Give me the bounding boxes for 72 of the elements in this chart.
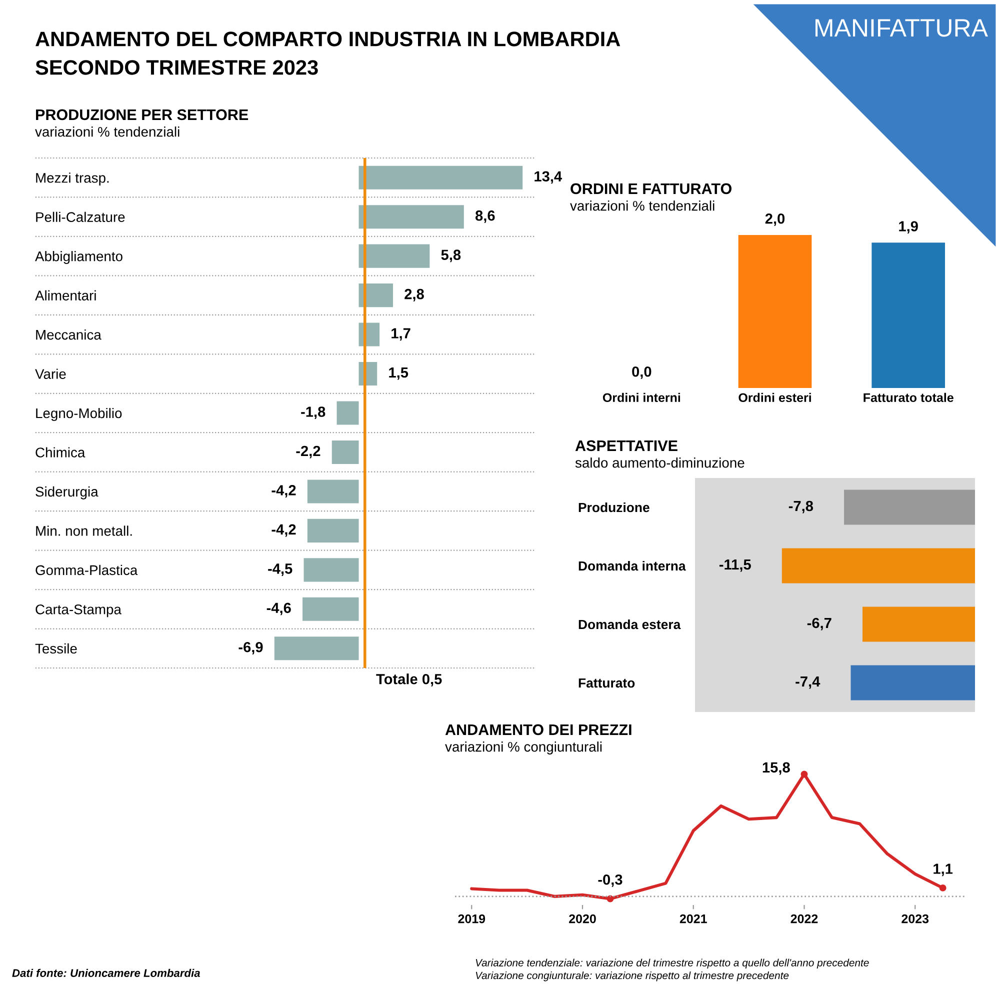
data-label: 13,4 xyxy=(534,171,562,184)
data-label: 2,0 xyxy=(765,213,785,226)
text: MANIFATTURA xyxy=(816,19,988,37)
x-tick-label: 2023 xyxy=(902,914,929,924)
y-tick-label: Carta-Stampa xyxy=(36,604,122,618)
data-label: -7,8 xyxy=(788,500,814,514)
text: saldo aumento-diminuzione xyxy=(575,458,744,468)
data-label: 2,8 xyxy=(404,288,424,302)
data-label: -4,2 xyxy=(272,485,296,498)
data-label: 1,7 xyxy=(392,328,410,341)
data-label: 0,0 xyxy=(632,366,652,379)
chart-title: ANDAMENTO DEI PREZZI xyxy=(445,724,632,736)
y-tick-label: Domanda estera xyxy=(578,619,681,630)
text: ASPETTATIVE xyxy=(575,440,678,452)
text: Variazione tendenziale: variazione del trimestre rispetto a quello dell'anno precedente Variazione congiunturale: variazione rispetto al trimestre precedente xyxy=(476,958,869,982)
y-tick-label: Produzione xyxy=(578,502,650,512)
data-label: -11,5 xyxy=(719,559,751,572)
data-label: 1,9 xyxy=(899,221,918,234)
ref-line-label: Totale 0,5 xyxy=(376,674,442,686)
chart-subtitle: variazioni % tendenziali xyxy=(570,200,714,211)
bar xyxy=(274,636,359,660)
data-label: -2,2 xyxy=(296,446,320,458)
y-tick-label: Pelli-Calzature xyxy=(36,212,125,222)
data-label: 1,5 xyxy=(389,368,408,380)
y-tick-label: Mezzi trasp. xyxy=(36,172,109,186)
data-label: 8,6 xyxy=(475,210,495,223)
y-tick-label: Meccanica xyxy=(36,330,102,340)
data-label: 1,1 xyxy=(934,864,953,876)
data-label: -1,8 xyxy=(301,406,326,420)
bar xyxy=(358,284,393,308)
bar xyxy=(307,518,359,542)
bar xyxy=(332,440,359,464)
y-tick-label: Domanda interna xyxy=(578,560,686,571)
y-tick-label: Abbigliamento xyxy=(35,251,122,264)
x-tick-label: Fatturato totale xyxy=(864,392,954,402)
y-tick-label: Gomma-Plastica xyxy=(36,564,138,576)
bar xyxy=(336,401,359,425)
data-label: -4,5 xyxy=(268,564,292,576)
text: PRODUZIONE PER SETTORE xyxy=(36,109,248,120)
bar xyxy=(307,480,359,504)
data-label: -0,3 xyxy=(598,874,622,887)
x-tick-label: Ordini interni xyxy=(602,392,680,402)
data-label: 15,8 xyxy=(762,762,790,775)
data-label: -7,4 xyxy=(796,676,820,689)
data-label: -4,6 xyxy=(266,602,291,616)
data-label: -4,2 xyxy=(272,524,296,537)
bar xyxy=(358,205,464,229)
x-tick-label: Ordini esteri xyxy=(738,392,811,402)
y-tick-label: Min. non metall. xyxy=(36,526,132,536)
y-tick-label: Tessile xyxy=(35,643,77,654)
chart-subtitle: variazioni % congiunturali xyxy=(445,742,602,754)
y-tick-label: Chimica xyxy=(36,447,86,458)
y-tick-label: Varie xyxy=(35,368,66,379)
x-tick-label: 2019 xyxy=(458,914,486,924)
x-tick-label: 2022 xyxy=(790,914,818,924)
bar xyxy=(304,558,359,582)
text: Dati fonte: Unioncamere Lombardia xyxy=(12,968,200,977)
data-label: -6,7 xyxy=(807,618,832,630)
bar xyxy=(302,597,359,621)
data-label: -6,9 xyxy=(238,642,263,654)
y-tick-label: Fatturato xyxy=(578,678,635,688)
y-tick-label: Siderurgia xyxy=(36,486,98,500)
y-tick-label: Legno-Mobilio xyxy=(36,408,122,421)
x-tick-label: 2020 xyxy=(569,914,596,924)
text: variazioni % tendenziali xyxy=(35,126,180,137)
data-label: 5,8 xyxy=(441,250,461,262)
bar xyxy=(358,166,523,190)
x-tick-label: 2021 xyxy=(680,914,707,924)
chart-title: ORDINI E FATTURATO xyxy=(570,183,732,194)
text: ANDAMENTO DEL COMPARTO INDUSTRIA IN LOMBARDIA SECONDO TRIMESTRE 2023 xyxy=(36,32,620,75)
bar xyxy=(358,244,430,268)
y-tick-label: Alimentari xyxy=(35,290,96,300)
